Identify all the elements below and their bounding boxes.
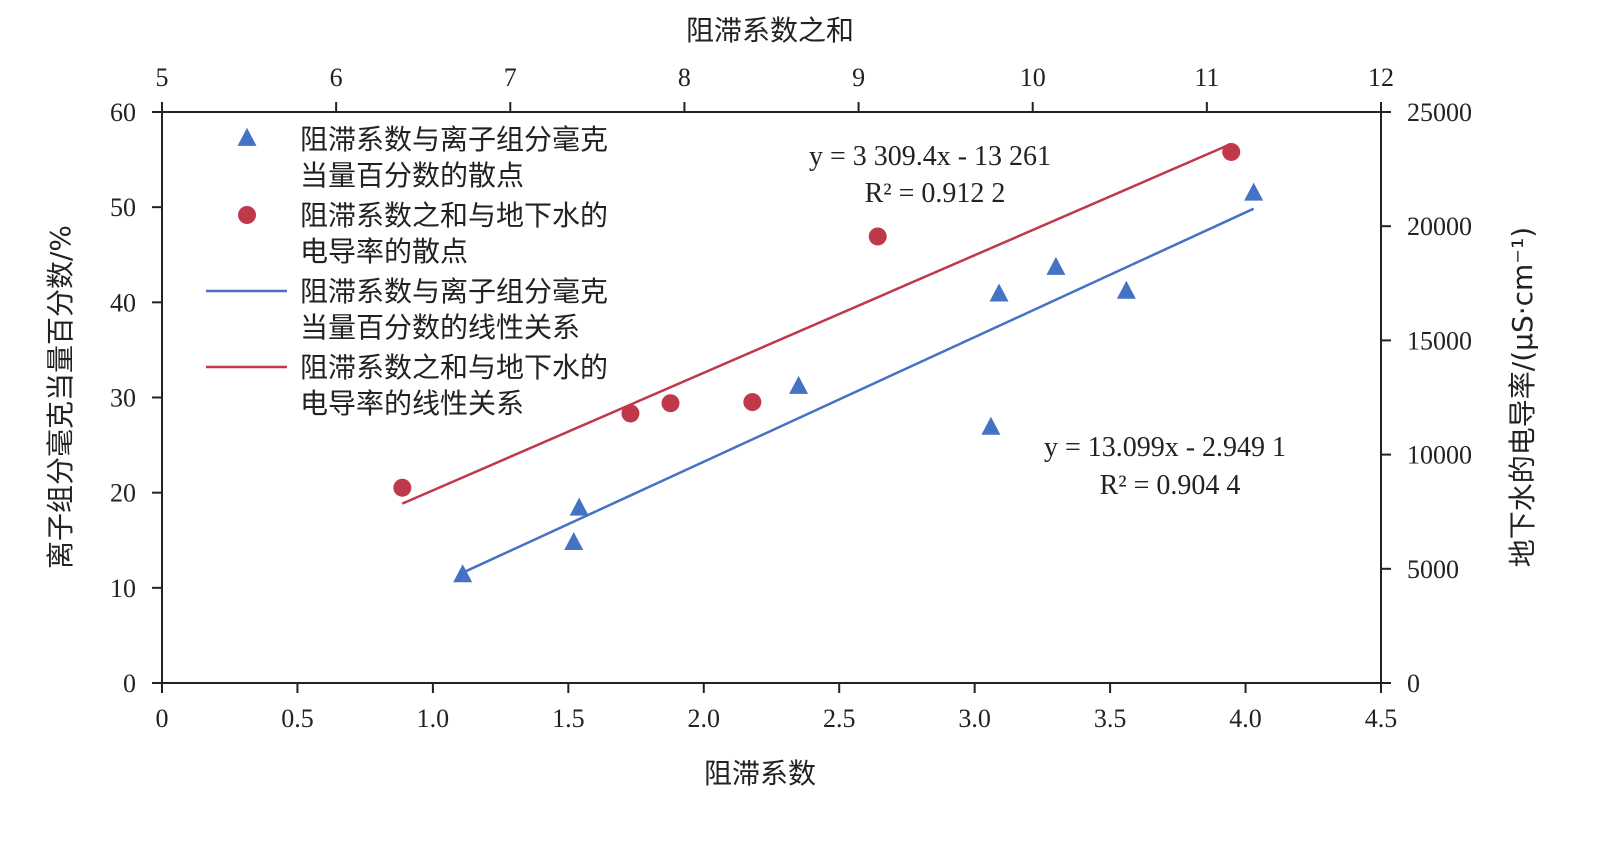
triangle-point [564, 531, 584, 550]
x-tick-label: 2.0 [688, 704, 721, 733]
x-tick-label: 4.0 [1229, 704, 1262, 733]
legend-circle-swatch [238, 206, 256, 224]
triangle-point [981, 416, 1001, 435]
x2-tick-label: 12 [1368, 63, 1394, 92]
x-tick-label: 3.5 [1094, 704, 1127, 733]
x-tick-label: 2.5 [823, 704, 856, 733]
triangle-point [989, 283, 1009, 302]
legend-entry-label: 阻滞系数与离子组分毫克当量百分数的散点 [300, 123, 608, 192]
circle-point [1222, 142, 1241, 161]
legend-triangle-swatch [237, 127, 257, 146]
y2-tick-label: 5000 [1407, 555, 1459, 584]
circle-point [743, 393, 762, 412]
triangle-point [453, 564, 473, 583]
y-tick-label: 0 [123, 669, 136, 698]
y-tick-label: 20 [110, 479, 136, 508]
circle-point [393, 478, 412, 497]
x2-tick-label: 5 [156, 63, 169, 92]
red-equation-line2: R² = 0.912 2 [865, 178, 1006, 209]
x-tick-label: 1.5 [552, 704, 585, 733]
x-tick-label: 4.5 [1365, 704, 1398, 733]
blue-trend-line [459, 207, 1255, 576]
circle-point [868, 227, 887, 246]
triangle-point [1046, 256, 1066, 275]
x-tick-label: 0.5 [281, 704, 314, 733]
y-tick-label: 60 [110, 98, 136, 127]
y2-tick-label: 20000 [1407, 212, 1472, 241]
red-trend-line [401, 142, 1232, 505]
x-tick-label: 1.0 [417, 704, 450, 733]
trend-lines [401, 142, 1255, 576]
x2-tick-label: 7 [504, 63, 517, 92]
circle-point [621, 404, 640, 423]
x2-tick-label: 9 [852, 63, 865, 92]
y2-tick-label: 25000 [1407, 98, 1472, 127]
triangle-point [569, 497, 589, 516]
x2-tick-label: 10 [1020, 63, 1046, 92]
legend-entry-label: 阻滞系数之和与地下水的电导率的线性关系 [300, 351, 608, 420]
circle-point [661, 394, 680, 413]
y-tick-label: 30 [110, 384, 136, 413]
x2-tick-label: 11 [1194, 63, 1219, 92]
axis-ticks: 0 0.5 1.0 1.5 2.0 2.5 3.0 3.5 4.0 4.5 5 6 7 8 9 10 11 12 0… [110, 63, 1472, 733]
y-tick-label: 40 [110, 288, 136, 317]
y-tick-label: 50 [110, 193, 136, 222]
y2-axis-title: 地下水的电导率/(μS·cm⁻¹) [1506, 227, 1539, 567]
legend-entry-label: 阻滞系数与离子组分毫克当量百分数的线性关系 [300, 275, 608, 344]
blue-equation-line2: R² = 0.904 4 [1100, 470, 1241, 501]
y2-tick-label: 15000 [1407, 326, 1472, 355]
triangle-point [1116, 280, 1136, 299]
x2-tick-label: 8 [678, 63, 691, 92]
y2-tick-label: 10000 [1407, 441, 1472, 470]
red-equation-line1: y = 3 309.4x - 13 261 [809, 141, 1051, 172]
x2-tick-label: 6 [330, 63, 343, 92]
legend-entry-label: 阻滞系数之和与地下水的电导率的散点 [300, 199, 608, 268]
data-points [393, 142, 1264, 583]
triangle-point [1244, 182, 1264, 201]
triangle-point [789, 375, 809, 394]
blue-equation: y = 13.099x - 2.949 1 R² = 0.904 4 [1044, 432, 1286, 501]
y-tick-label: 10 [110, 574, 136, 603]
blue-equation-line1: y = 13.099x - 2.949 1 [1044, 432, 1286, 463]
x-axis-title: 阻滞系数 [704, 757, 816, 790]
x-tick-label: 0 [156, 704, 169, 733]
red-equation: y = 3 309.4x - 13 261 R² = 0.912 2 [809, 141, 1051, 209]
y2-tick-label: 0 [1407, 669, 1420, 698]
x-tick-label: 3.0 [958, 704, 991, 733]
x2-axis-title: 阻滞系数之和 [686, 14, 854, 47]
y-axis-title: 离子组分毫克当量百分数/% [44, 225, 77, 569]
legend: 阻滞系数与离子组分毫克当量百分数的散点阻滞系数之和与地下水的电导率的散点阻滞系数… [206, 123, 608, 420]
